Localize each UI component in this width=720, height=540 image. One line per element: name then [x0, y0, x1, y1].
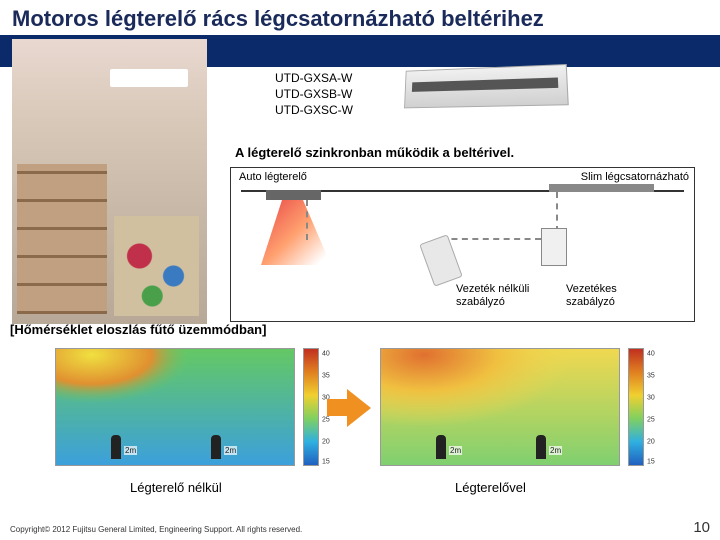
model-code: UTD-GXSC-W [275, 102, 353, 118]
diagram-label-slim: Slim légcsatornázható [581, 171, 689, 183]
colorbar-tick: 25 [647, 416, 655, 423]
colorbar-tick: 40 [322, 350, 330, 357]
ac-unit-icon [110, 69, 188, 87]
colorbar-tick: 30 [647, 394, 655, 401]
shelves-graphic [17, 164, 107, 314]
model-list: UTD-GXSA-W UTD-GXSB-W UTD-GXSC-W [275, 70, 353, 119]
distance-marker: 2m [549, 446, 562, 455]
person-icon [211, 435, 221, 459]
colorbar: 40 35 30 25 20 15 [628, 348, 644, 466]
dashed-connector [441, 238, 541, 240]
upper-region: UTD-GXSA-W UTD-GXSB-W UTD-GXSC-W A légte… [0, 67, 720, 327]
colorbar-tick: 35 [322, 372, 330, 379]
heatmap-caption-without: Légterelő nélkül [130, 480, 222, 495]
diagram-label-wired: Vezetékes szabályzó [566, 283, 646, 309]
room-photo [12, 39, 207, 324]
heatmap-without: 2m 2m [55, 348, 295, 466]
copyright-footer: Copyright© 2012 Fujitsu General Limited,… [10, 525, 302, 534]
distance-marker: 2m [449, 446, 462, 455]
heatmap-row: 2m 2m 40 35 30 25 20 15 [55, 342, 665, 472]
colorbar-tick: 40 [647, 350, 655, 357]
page-title: Motoros légterelő rács légcsatornázható … [12, 6, 708, 32]
model-code: UTD-GXSA-W [275, 70, 353, 86]
diagram-label-wireless: Vezeték nélküli szabályzó [456, 283, 546, 309]
diagram-label-auto: Auto légterelő [239, 171, 307, 183]
arrow-right-icon [327, 385, 372, 430]
wired-controller-icon [541, 228, 567, 266]
page-number: 10 [693, 519, 710, 536]
sync-description: A légterelő szinkronban működik a beltér… [235, 145, 514, 160]
person-icon [436, 435, 446, 459]
section-heading: [Hőmérséklet eloszlás fűtő üzemmódban] [10, 322, 266, 337]
heatmap-caption-with: Légterelővel [455, 480, 526, 495]
distance-marker: 2m [124, 446, 137, 455]
distance-marker: 2m [224, 446, 237, 455]
dashed-connector [556, 192, 558, 232]
person-icon [111, 435, 121, 459]
person-icon [536, 435, 546, 459]
slim-duct-icon [549, 184, 654, 192]
colorbar: 40 35 30 25 20 15 [303, 348, 319, 466]
colorbar-tick: 20 [647, 438, 655, 445]
system-diagram: Auto légterelő Slim légcsatornázható Vez… [230, 167, 695, 322]
title-bar: Motoros légterelő rács légcsatornázható … [0, 0, 720, 35]
auto-grille-icon [266, 190, 321, 200]
colorbar-tick: 15 [322, 458, 330, 465]
model-code: UTD-GXSB-W [275, 86, 353, 102]
grille-product-image [390, 52, 575, 127]
colorbar-tick: 35 [647, 372, 655, 379]
colorbar-tick: 15 [647, 458, 655, 465]
colorbar-tick: 20 [322, 438, 330, 445]
wireless-remote-icon [419, 234, 463, 287]
heatmap-with: 2m 2m [380, 348, 620, 466]
dashed-connector [306, 200, 308, 240]
airflow-icon [261, 200, 331, 265]
shop-items-graphic [114, 216, 199, 316]
